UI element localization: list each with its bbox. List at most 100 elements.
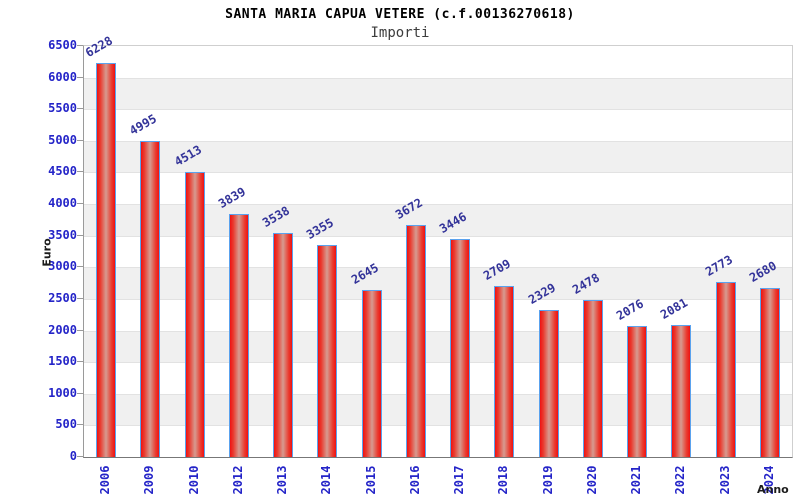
x-tick-label: 2015 [363,465,378,495]
y-tick-label: 1500 [48,354,77,369]
x-tick-label: 2017 [452,465,467,495]
bar-slot: 2329 [525,46,571,457]
bar-value-label: 3538 [260,203,293,231]
y-tick-label: 5000 [48,132,77,147]
chart-title: SANTA MARIA CAPUA VETERE (c.f.0013627061… [225,7,575,22]
y-tick-mark [77,108,83,110]
bar-slot: 6228 [83,34,128,457]
y-tick-label: 4000 [48,196,77,211]
x-tick-label: 2023 [717,465,732,495]
bar-2020 [582,300,603,457]
bar-2019 [538,309,559,457]
bar-2013 [273,233,294,457]
x-tick-label: 2019 [540,465,555,495]
y-tick-mark [77,424,83,426]
gridline [84,362,792,364]
y-tick-mark [77,361,83,363]
y-tick-label: 4500 [48,164,77,179]
gridline [84,204,792,206]
bar-value-label: 2076 [614,296,647,323]
x-tick-label: 2012 [230,465,245,495]
y-tick-label: 2000 [48,322,77,337]
y-tick-mark [77,297,83,299]
gridline [84,140,792,142]
bar-2018 [494,285,515,457]
bar-value-label: 2709 [481,256,514,283]
bar-slot: 2081 [658,46,703,457]
y-tick-mark [77,392,83,394]
plot-band [84,140,792,173]
y-tick-label: 3500 [48,227,77,242]
bar-slot: 4995 [127,46,172,457]
bar-slot: 2076 [614,46,659,457]
chart-subtitle: Importi [370,25,430,41]
bar-2023 [715,281,736,457]
x-tick-label: 2020 [584,465,599,495]
gridline [84,267,792,269]
x-tick-label: 2014 [319,465,334,495]
bar-slot: 3355 [304,46,349,457]
plot-area: 6228 4995 4513 3839 3538 3355 2645 3672 3446 2709… [83,34,793,458]
bar-2006 [96,63,117,457]
bar-value-label: 3355 [304,215,337,242]
gridline [84,330,792,332]
y-tick-label: 5500 [48,101,77,116]
bar-value-label: 3839 [215,184,248,212]
y-tick-label: 0 [69,449,77,463]
y-tick-mark [77,329,83,331]
bar-slot: 3538 [260,46,305,457]
bar-value-label: 3446 [437,209,470,237]
y-tick-mark [77,456,83,457]
bar-slot: 3672 [392,46,438,457]
bars-layer: 6228 4995 4513 3839 3538 3355 2645 3672 3446 2709… [83,34,792,457]
bar-slot: 2645 [348,46,394,457]
gridline [84,109,792,111]
y-tick-label: 3000 [48,259,77,274]
bar-2012 [228,214,249,457]
y-tick-mark [77,171,83,173]
bar-value-label: 2329 [525,280,558,307]
x-tick-label: 2009 [142,465,157,495]
y-tick-mark [77,234,83,236]
bar-slot: 2478 [569,46,615,457]
x-tick-label: 2013 [275,465,290,495]
plot-band [84,109,792,141]
y-tick-mark [77,139,83,141]
bar-value-label: 2478 [569,270,602,298]
y-tick-mark [77,266,83,268]
gridline [84,298,792,300]
y-tick-label: 6000 [48,69,77,84]
y-tick-mark [77,45,83,46]
bar-slot: 3839 [215,46,261,457]
bar-slot: 3446 [437,46,482,457]
bar-slot: 2709 [481,46,526,457]
bar-2009 [140,141,161,457]
bar-value-label: 2081 [658,295,691,323]
y-tick-label: 1000 [48,385,77,400]
gridline [84,77,792,79]
gridline [84,235,792,237]
gridline [84,425,792,427]
x-axis-title: Anno [757,483,789,496]
x-tick-label: 2016 [407,465,422,495]
gridline [84,393,792,395]
bar-2010 [184,171,205,457]
bar-value-label: 2680 [746,257,779,285]
plot-band [84,46,792,78]
bar-2024 [759,287,780,457]
bar-value-label: 3672 [392,195,425,222]
bar-value-label: 2645 [348,260,381,287]
bar-value-label: 4513 [171,142,204,169]
bar-value-label: 4995 [127,111,160,139]
y-tick-mark [77,76,83,78]
y-axis-title: Euro [40,238,54,267]
y-tick-label: 6500 [48,38,77,52]
x-tick-label: 2010 [186,465,201,495]
bar-2016 [405,224,426,457]
x-tick-label: 2018 [496,465,511,495]
bar-2014 [317,244,338,457]
gridline [84,172,792,174]
bar-slot: 4513 [171,46,217,457]
bar-slot: 2773 [703,46,748,457]
